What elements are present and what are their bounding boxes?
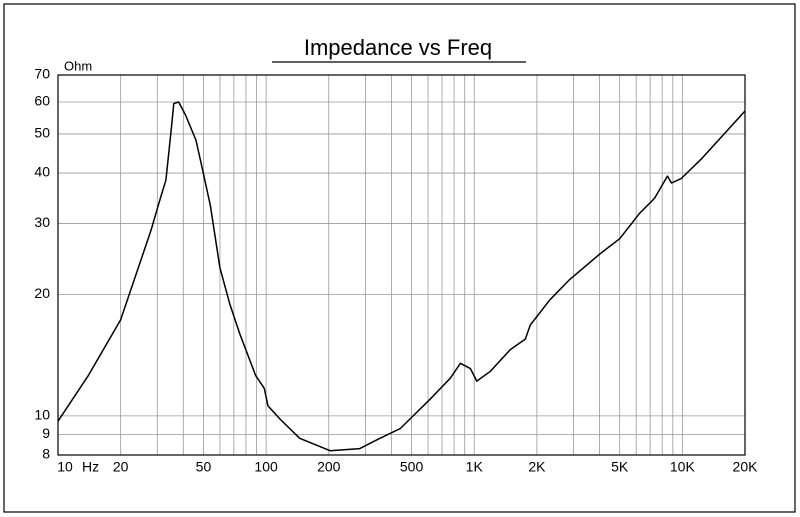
y-tick-label: 9 xyxy=(42,425,50,441)
x-tick-label: 100 xyxy=(254,459,278,475)
y-tick-label: 20 xyxy=(34,285,50,301)
y-tick-label: 50 xyxy=(34,125,50,141)
y-axis-label: Ohm xyxy=(64,58,92,73)
x-tick-label: 10 xyxy=(57,459,73,475)
y-tick-label: 70 xyxy=(34,66,50,82)
y-tick-label: 60 xyxy=(34,93,50,109)
x-tick-label: 200 xyxy=(317,459,341,475)
x-tick-label: 500 xyxy=(400,459,424,475)
y-tick-label: 8 xyxy=(42,446,50,462)
x-tick-label: 2K xyxy=(528,459,546,475)
y-tick-label: 10 xyxy=(34,407,50,423)
x-tick-label: 20K xyxy=(733,459,759,475)
x-tick-label: 1K xyxy=(466,459,484,475)
y-tick-label: 40 xyxy=(34,164,50,180)
x-tick-label: 5K xyxy=(611,459,629,475)
impedance-curve xyxy=(57,101,746,452)
chart-title: Impedance vs Freq xyxy=(304,35,492,60)
plot-border xyxy=(57,74,746,456)
x-axis-label: Hz xyxy=(82,459,99,475)
frame xyxy=(3,3,796,513)
y-tick-label: 30 xyxy=(34,214,50,230)
x-tick-label: 20 xyxy=(113,459,129,475)
x-tick-label: 50 xyxy=(196,459,212,475)
x-tick-label: 10K xyxy=(670,459,696,475)
